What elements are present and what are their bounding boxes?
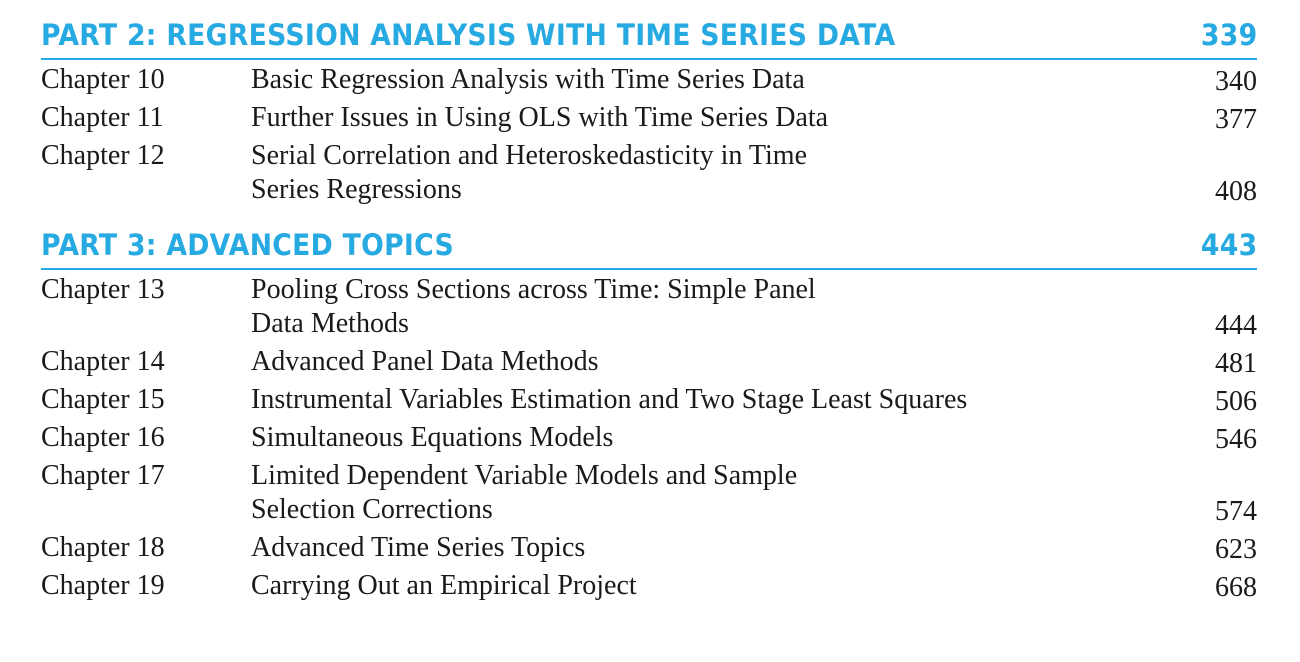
chapter-title-line: Data Methods [251, 308, 409, 339]
chapter-page-number: 377 [1215, 104, 1257, 135]
chapter-page-number: 444 [1215, 310, 1257, 341]
chapter-title: Advanced Panel Data Methods [251, 344, 1137, 380]
chapter-entry: Chapter 12 Serial Correlation and Hetero… [41, 138, 1257, 210]
chapter-title-line: Serial Correlation and Heteroskedasticit… [251, 140, 808, 171]
chapter-title: Further Issues in Using OLS with Time Se… [251, 100, 1137, 136]
chapter-title-line: Advanced Panel Data Methods [251, 346, 599, 377]
chapter-entry: Chapter 15 Instrumental Variables Estima… [41, 382, 1257, 420]
chapter-title: Limited Dependent Variable Models and Sa… [251, 458, 1137, 528]
chapter-title: Instrumental Variables Estimation and Tw… [251, 382, 1137, 418]
chapter-label: Chapter 15 [41, 384, 165, 415]
chapter-page-number: 340 [1215, 66, 1257, 97]
chapter-entry: Chapter 16 Simultaneous Equations Models… [41, 420, 1257, 458]
part-header: PART 2: REGRESSION ANALYSIS WITH TIME SE… [41, 14, 1257, 60]
chapter-title-line: Carrying Out an Empirical Project [251, 570, 637, 601]
chapter-title: Simultaneous Equations Models [251, 420, 1137, 456]
chapter-title-line: Pooling Cross Sections across Time: Simp… [251, 274, 816, 305]
chapter-page-number: 408 [1215, 176, 1257, 207]
chapter-title: Advanced Time Series Topics [251, 530, 1137, 566]
chapter-title: Pooling Cross Sections across Time: Simp… [251, 272, 1137, 342]
chapter-list: Chapter 10 Basic Regression Analysis wit… [41, 60, 1257, 210]
table-of-contents: PART 2: REGRESSION ANALYSIS WITH TIME SE… [41, 14, 1257, 606]
part-section: PART 2: REGRESSION ANALYSIS WITH TIME SE… [41, 14, 1257, 210]
chapter-title-line: Basic Regression Analysis with Time Seri… [251, 64, 805, 95]
chapter-title: Serial Correlation and Heteroskedasticit… [251, 138, 1137, 208]
chapter-title-line: Limited Dependent Variable Models and Sa… [251, 460, 798, 491]
part-section: PART 3: ADVANCED TOPICS 443 Chapter 13 P… [41, 224, 1257, 606]
chapter-title: Carrying Out an Empirical Project [251, 568, 1137, 604]
section-spacer [41, 210, 1257, 224]
chapter-entry: Chapter 10 Basic Regression Analysis wit… [41, 62, 1257, 100]
chapter-entry: Chapter 19 Carrying Out an Empirical Pro… [41, 568, 1257, 606]
chapter-title-line: Instrumental Variables Estimation and Tw… [251, 384, 968, 415]
chapter-entry: Chapter 11 Further Issues in Using OLS w… [41, 100, 1257, 138]
chapter-title-line: Selection Corrections [251, 494, 493, 525]
chapter-label: Chapter 14 [41, 346, 165, 377]
chapter-title: Basic Regression Analysis with Time Seri… [251, 62, 1137, 98]
chapter-page-number: 623 [1215, 534, 1257, 565]
chapter-entry: Chapter 17 Limited Dependent Variable Mo… [41, 458, 1257, 530]
chapter-entry: Chapter 13 Pooling Cross Sections across… [41, 272, 1257, 344]
part-title: PART 2: REGRESSION ANALYSIS WITH TIME SE… [41, 18, 896, 52]
chapter-entry: Chapter 14 Advanced Panel Data Methods 4… [41, 344, 1257, 382]
chapter-label: Chapter 10 [41, 64, 165, 95]
chapter-label: Chapter 18 [41, 532, 165, 563]
chapter-page-number: 506 [1215, 386, 1257, 417]
chapter-label: Chapter 17 [41, 460, 165, 491]
part-header: PART 3: ADVANCED TOPICS 443 [41, 224, 1257, 270]
part-page-number: 339 [1200, 18, 1257, 52]
chapter-page-number: 574 [1215, 496, 1257, 527]
chapter-page-number: 546 [1215, 424, 1257, 455]
chapter-label: Chapter 12 [41, 140, 165, 171]
chapter-list: Chapter 13 Pooling Cross Sections across… [41, 270, 1257, 606]
chapter-title-line: Series Regressions [251, 174, 462, 205]
chapter-label: Chapter 16 [41, 422, 165, 453]
chapter-entry: Chapter 18 Advanced Time Series Topics 6… [41, 530, 1257, 568]
part-page-number: 443 [1200, 228, 1257, 262]
chapter-label: Chapter 19 [41, 570, 165, 601]
chapter-title-line: Further Issues in Using OLS with Time Se… [251, 102, 829, 133]
chapter-title-line: Simultaneous Equations Models [251, 422, 614, 453]
chapter-title-line: Advanced Time Series Topics [251, 532, 586, 563]
chapter-page-number: 668 [1215, 572, 1257, 603]
chapter-label: Chapter 13 [41, 274, 165, 305]
chapter-label: Chapter 11 [41, 102, 164, 133]
part-title: PART 3: ADVANCED TOPICS [41, 228, 454, 262]
chapter-page-number: 481 [1215, 348, 1257, 379]
